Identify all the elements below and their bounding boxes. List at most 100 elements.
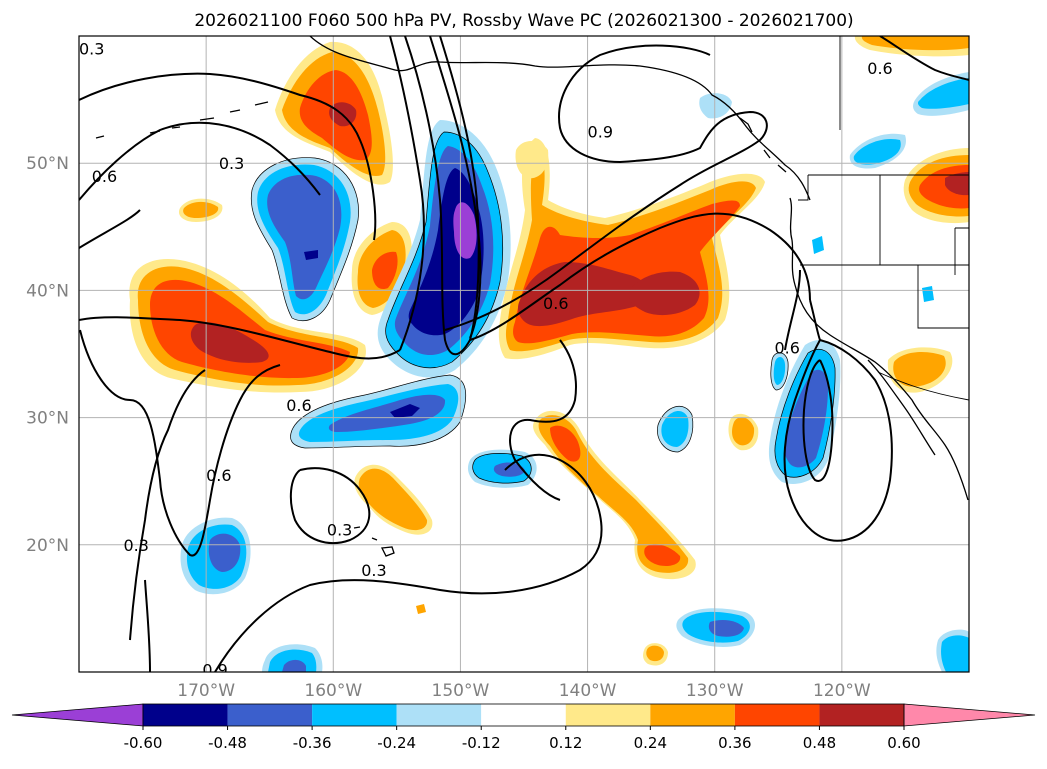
positive-pv-fill-37 <box>416 604 426 614</box>
contour-label: 0.6 <box>206 466 231 485</box>
colorbar-extend-min <box>11 703 144 727</box>
negative-pv-fill-58 <box>661 410 689 447</box>
lon-tick-label: 130°W <box>686 681 744 701</box>
contour-label: 0.3 <box>327 521 352 540</box>
negative-pv-fill-61 <box>784 369 828 468</box>
coastline-west-coast <box>789 197 969 501</box>
fill-outline-4 <box>657 405 694 453</box>
colorbar-segment <box>481 704 566 726</box>
coastline-islands-bc <box>739 117 787 173</box>
contour-label: 0.6 <box>92 167 117 186</box>
border-us-states <box>798 175 969 329</box>
lat-tick-label: 50°N <box>26 154 69 174</box>
positive-pv-fill-33 <box>861 36 969 51</box>
border-us-mexico <box>877 371 969 401</box>
contour-0.6-jet-west <box>79 316 401 360</box>
colorbar: -0.60 -0.48 -0.36 -0.24 -0.12 0.12 0.24 0.36 0.4… <box>11 703 1036 752</box>
contour-labels: 0.3 0.6 0.3 0.9 0.6 0.6 0.6 0.6 0.6 0.3 0.3 0.3 0.9 <box>79 40 893 672</box>
positive-pv-fill-35 <box>646 645 664 662</box>
contour-label: 0.6 <box>867 59 892 78</box>
pv-contour-lines <box>79 36 969 672</box>
pv-anomaly-fills <box>129 36 969 672</box>
negative-pv-fill-76 <box>699 93 732 119</box>
lat-tick-label: 40°N <box>26 281 69 301</box>
negative-pv-fill-78 <box>922 286 934 302</box>
positive-pv-fill-36 <box>515 141 549 179</box>
negative-pv-fill-49 <box>328 394 446 432</box>
lat-tick-label: 20°N <box>26 536 69 556</box>
positive-pv-fill-31 <box>945 172 969 196</box>
contour-0.3-island <box>289 467 371 545</box>
gridlines <box>79 36 969 672</box>
negative-pv-fill-71 <box>853 138 901 165</box>
lon-tick-label: 160°W <box>304 681 362 701</box>
lon-tick-label: 170°W <box>177 681 235 701</box>
contour-0.9-ridge <box>444 44 768 331</box>
negative-pv-fill-73 <box>917 78 969 109</box>
colorbar-segment <box>396 704 482 726</box>
contour-0.6-ridge-return <box>509 339 578 501</box>
colorbar-segment <box>143 704 228 726</box>
contour-0.9-east-cutoff <box>802 359 834 482</box>
contour-0.6-northeast <box>879 36 969 81</box>
colorbar-tick-label: 0.24 <box>634 734 667 752</box>
contour-label: 0.3 <box>361 561 386 580</box>
contour-0.6-trough-west <box>389 36 425 351</box>
colorbar-tick-label: -0.24 <box>377 734 416 752</box>
negative-pv-fill-77 <box>812 236 824 254</box>
negative-pv-fill-69 <box>282 659 306 672</box>
negative-pv-fill-41 <box>304 250 318 260</box>
contour-label: 0.3 <box>123 536 148 555</box>
contour-0.6-west-dip <box>79 209 141 249</box>
negative-pv-fill-46 <box>453 202 477 259</box>
contour-label: 0.6 <box>543 294 568 313</box>
fill-outline-3 <box>472 453 532 484</box>
contour-label: 0.3 <box>219 154 244 173</box>
figure-title: 2026021100 F060 500 hPa PV, Rossby Wave … <box>194 11 853 31</box>
contour-0.9-trough <box>404 36 480 356</box>
fill-outline-1 <box>385 131 504 369</box>
contour-label: 0.6 <box>286 396 311 415</box>
colorbar-segment <box>312 704 397 726</box>
longitude-labels: 170°W 160°W 150°W 140°W 130°W 120°W <box>177 681 871 701</box>
contour-0.3-south <box>79 329 281 557</box>
coastline-hawaii <box>353 526 395 557</box>
lon-tick-label: 150°W <box>432 681 490 701</box>
positive-pv-fill-3 <box>190 322 269 363</box>
colorbar-tick-label: -0.48 <box>208 734 247 752</box>
colorbar-frame <box>142 703 905 727</box>
contour-0.3-north <box>79 72 377 241</box>
positive-pv-fill-27 <box>893 352 946 387</box>
colorbar-segment <box>819 704 904 726</box>
colorbar-segment <box>227 704 313 726</box>
colorbar-tick-label: -0.36 <box>293 734 332 752</box>
positive-pv-fill-23 <box>358 468 428 531</box>
colorbar-tick-label: -0.60 <box>124 734 163 752</box>
positive-pv-fill-17 <box>628 271 700 316</box>
map-frame <box>78 35 970 673</box>
negative-pv-fill-50 <box>390 404 420 418</box>
positive-pv-fill-5 <box>183 201 219 218</box>
contour-0.6-east-cutoff <box>783 339 893 542</box>
colorbar-tick-label: 0.12 <box>549 734 582 752</box>
contour-0.6-east-upper <box>784 269 821 351</box>
negative-pv-fill-66 <box>708 620 744 637</box>
negative-pv-fill-53 <box>493 462 525 477</box>
negative-pv-fill-75 <box>941 635 969 672</box>
contour-0.3-south-loop <box>214 453 603 672</box>
contour-label: 0.6 <box>774 339 799 358</box>
positive-pv-fill-25 <box>732 417 755 446</box>
positive-pv-fill-12 <box>372 251 398 290</box>
contour-0.3-low <box>144 579 151 672</box>
contour-1.2-trough <box>429 36 482 339</box>
lon-tick-label: 120°W <box>813 681 871 701</box>
colorbar-tick-label: 0.48 <box>803 734 836 752</box>
contour-label: 0.9 <box>588 122 613 141</box>
colorbar-segment <box>565 704 651 726</box>
lon-tick-label: 140°W <box>559 681 617 701</box>
negative-pv-fill-56 <box>208 533 241 572</box>
colorbar-extend-max <box>903 703 1036 727</box>
map-panel: 0.3 0.6 0.3 0.9 0.6 0.6 0.6 0.6 0.6 0.3 0.3 0.3 0.9 <box>78 35 970 673</box>
colorbar-tick-label: -0.12 <box>462 734 501 752</box>
